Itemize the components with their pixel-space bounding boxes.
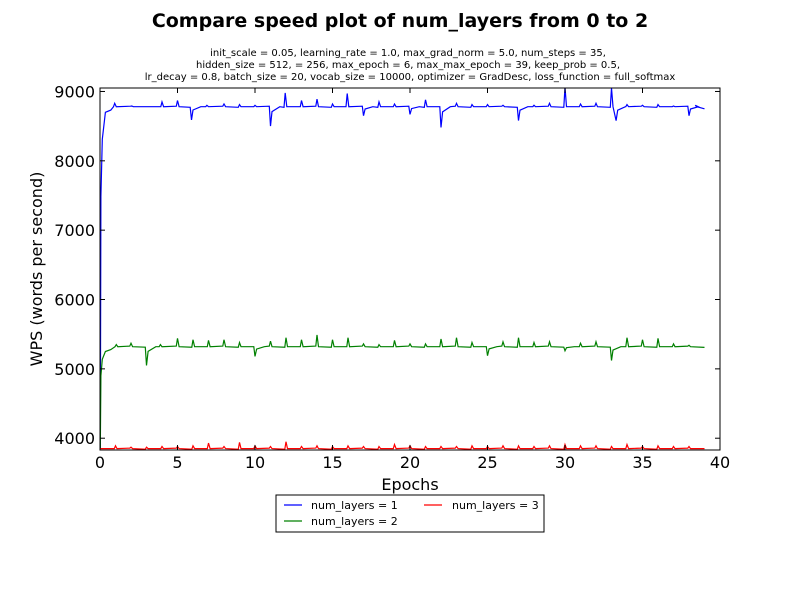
ticks-layer: 0 5 10 15 20 25 30 35 40 4000 5000 6000 7000 8000 9000 [54, 82, 730, 472]
y-tick-label: 7000 [54, 221, 95, 240]
x-tick-label: 30 [555, 453, 575, 472]
chart-subtitle-line-3: lr_decay = 0.8, batch_size = 20, vocab_s… [145, 72, 676, 83]
legend-label-series-2: num_layers = 2 [311, 515, 398, 528]
y-axis-label: WPS (words per second) [27, 172, 46, 367]
y-tick-label: 9000 [54, 82, 95, 101]
x-tick-label: 5 [172, 453, 182, 472]
chart-title: Compare speed plot of num_layers from 0 … [152, 10, 648, 32]
y-tick-label: 8000 [54, 152, 95, 171]
series-line-3 [100, 441, 705, 450]
series-line-1 [100, 88, 705, 449]
x-tick-label: 15 [322, 453, 342, 472]
x-tick-label: 35 [632, 453, 652, 472]
chart-subtitle-line-1: init_scale = 0.05, learning_rate = 1.0, … [210, 48, 606, 59]
x-tick-label: 0 [95, 453, 105, 472]
y-tick-label: 4000 [54, 429, 95, 448]
series-layer [100, 88, 705, 450]
plot-frame [99, 87, 721, 451]
y-tick-label: 5000 [54, 360, 95, 379]
x-tick-label: 25 [477, 453, 497, 472]
series-line-2 [100, 334, 705, 449]
x-tick-label: 10 [245, 453, 265, 472]
x-tick-label: 40 [710, 453, 730, 472]
x-axis-label: Epochs [381, 475, 438, 494]
legend-label-series-3: num_layers = 3 [452, 499, 539, 512]
legend: num_layers = 1 num_layers = 2 num_layers… [275, 494, 545, 533]
y-tick-label: 6000 [54, 291, 95, 310]
chart-subtitle-line-2: hidden_size = 512, = 256, max_epoch = 6,… [196, 60, 620, 71]
legend-box [275, 494, 545, 533]
x-tick-label: 20 [400, 453, 420, 472]
legend-label-series-1: num_layers = 1 [311, 499, 398, 512]
